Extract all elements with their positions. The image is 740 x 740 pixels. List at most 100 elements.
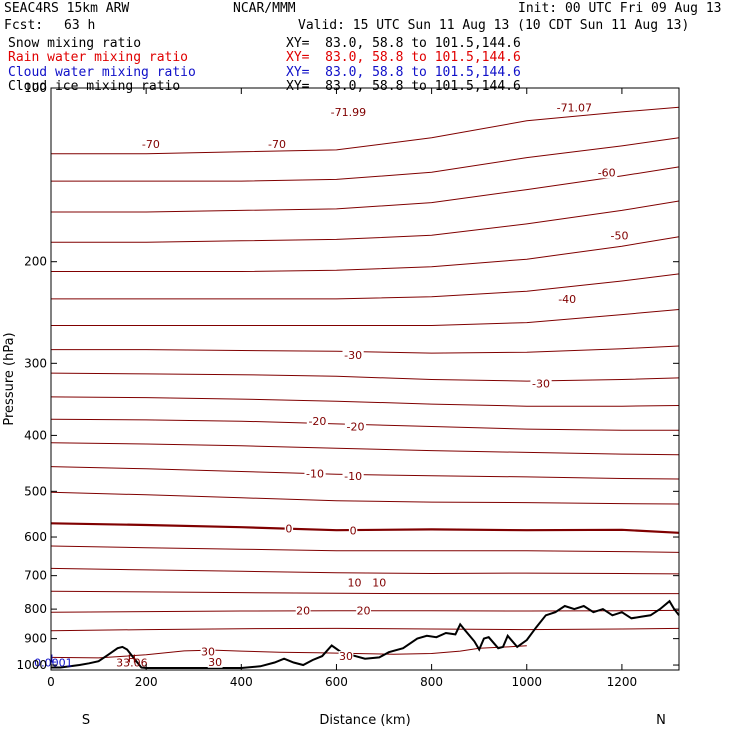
right-endpoint-label: N — [656, 713, 666, 728]
isotherm-label-background — [530, 378, 552, 390]
field-xy-rain: XY= 83.0, 58.8 to 101.5,144.6 — [286, 50, 521, 65]
isotherm-line — [51, 137, 680, 182]
isotherm-label-background — [348, 525, 358, 537]
isotherm-label-background — [140, 138, 162, 150]
isotherm-label: -70 — [268, 138, 286, 151]
field-name-snow: Snow mixing ratio — [8, 36, 142, 51]
y-tick-label: 400 — [24, 428, 47, 442]
isotherm-label-background — [304, 468, 326, 480]
isotherm-label-background — [608, 230, 631, 242]
isotherm-label: 0 — [285, 523, 292, 536]
isotherm-label-background — [596, 167, 618, 179]
x-tick-label: 0 — [47, 675, 55, 689]
isotherm-label: -10 — [344, 470, 362, 483]
isotherm-line — [51, 236, 680, 272]
y-axis-label: Pressure (hPa) — [2, 332, 17, 425]
isotherm-line — [50, 567, 680, 575]
y-tick-label: 300 — [24, 356, 47, 370]
valid-time: Valid: 15 UTC Sun 11 Aug 13 (10 CDT Sun … — [298, 18, 690, 33]
terrain-line — [51, 599, 680, 669]
forecast-hour: 63 h — [64, 18, 96, 33]
init-time: Init: 00 UTC Fri 09 Aug 13 — [518, 1, 722, 16]
isotherm-label: -20 — [308, 415, 326, 428]
field-xy-snow: XY= 83.0, 58.8 to 101.5,144.6 — [286, 36, 521, 51]
isotherm-label-background — [284, 523, 294, 535]
isotherm-label: -10 — [306, 468, 324, 481]
isotherm-label-background — [556, 293, 578, 305]
isotherm-label-background — [342, 470, 364, 482]
isotherm-line — [50, 491, 680, 505]
isotherm-label: 30 — [208, 656, 222, 669]
field-xy-cloud-water: XY= 83.0, 58.8 to 101.5,144.6 — [286, 65, 521, 80]
isotherm-label-background — [295, 605, 311, 617]
isotherm-layer — [50, 106, 680, 659]
field-xy-cloud-ice: XY= 83.0, 58.8 to 101.5,144.6 — [286, 79, 521, 94]
x-tick-label: 200 — [135, 675, 158, 689]
isotherm-line — [51, 309, 680, 326]
isotherm-line — [51, 273, 680, 300]
extremum-annotation: 33.06 — [116, 656, 148, 669]
isotherm-label-background — [344, 421, 367, 433]
isotherm-label: -20 — [347, 420, 365, 433]
isotherm-label-background — [356, 605, 371, 617]
isotherm-line — [50, 522, 680, 534]
isotherm-line — [51, 106, 680, 155]
y-tick-label: 200 — [24, 255, 47, 269]
isotherm-line — [50, 418, 679, 431]
y-tick-label: 800 — [24, 602, 47, 616]
isotherm-label: -71.99 — [331, 106, 366, 119]
x-tick-label: 1200 — [607, 675, 638, 689]
axes-layer: 0 200 400 600 800 1000 12001002003004005006007… — [16, 81, 679, 689]
annotation-layer: H33.06 L0.0001 — [34, 653, 147, 670]
isotherm-label-background — [342, 349, 364, 361]
isotherm-label: -60 — [598, 166, 616, 179]
isotherm-label: 10 — [372, 577, 386, 590]
isotherm-line — [50, 372, 680, 382]
y-tick-label: 900 — [24, 632, 47, 646]
isotherm-label: -50 — [611, 229, 629, 242]
isotherm-label-background — [306, 416, 329, 428]
isotherm-label-background — [554, 102, 595, 114]
y-tick-label: 500 — [24, 484, 47, 498]
isotherm-line — [51, 200, 680, 243]
y-tick-label: 700 — [24, 569, 47, 583]
forecast-label: Fcst: — [4, 18, 44, 33]
x-tick-label: 400 — [230, 675, 253, 689]
isotherm-label-background — [200, 646, 216, 658]
isotherm-line — [50, 396, 680, 407]
isotherm-label-layer: -70 -70 -71.99 -71.07 -60 -50 -40 -30 -30 -20 -20 -… — [140, 101, 631, 669]
center-name: NCAR/MMM — [233, 1, 296, 16]
isotherm-line — [50, 545, 680, 553]
y-tick-label: 600 — [24, 530, 47, 544]
isotherm-label-background — [207, 656, 223, 668]
isotherm-label-background — [266, 138, 288, 150]
isotherm-line — [50, 466, 680, 480]
terrain-layer — [51, 599, 680, 669]
y-tick-label: 1000 — [16, 658, 47, 672]
isotherm-label: 20 — [296, 605, 310, 618]
isotherm-label: 0 — [350, 525, 357, 538]
isotherm-line — [51, 345, 680, 354]
x-tick-label: 1000 — [511, 675, 542, 689]
isotherm-line — [51, 166, 680, 213]
isotherm-label-background — [347, 577, 362, 589]
plot-frame — [50, 87, 680, 671]
extremum-annotation: H — [128, 653, 136, 666]
field-name-cloud-water: Cloud water mixing ratio — [8, 65, 196, 80]
isotherm-label: 10 — [348, 577, 362, 590]
extremum-annotation: 0.0001 — [34, 656, 73, 669]
isotherm-label: 30 — [339, 650, 353, 663]
isotherm-label: -71.07 — [557, 101, 592, 114]
isotherm-label: 30 — [201, 646, 215, 659]
isotherm-line — [50, 645, 527, 659]
field-name-cloud-ice: Cloud ice mixing ratio — [8, 79, 181, 94]
left-endpoint-label: S — [82, 713, 90, 728]
x-axis-label: Distance (km) — [319, 713, 410, 728]
y-tick-label: 100 — [24, 81, 47, 95]
extremum-annotation: L — [50, 653, 57, 666]
isotherm-label-background — [338, 651, 354, 663]
x-tick-label: 600 — [325, 675, 348, 689]
isotherm-label: -70 — [142, 138, 160, 151]
isotherm-label-background — [328, 106, 369, 118]
